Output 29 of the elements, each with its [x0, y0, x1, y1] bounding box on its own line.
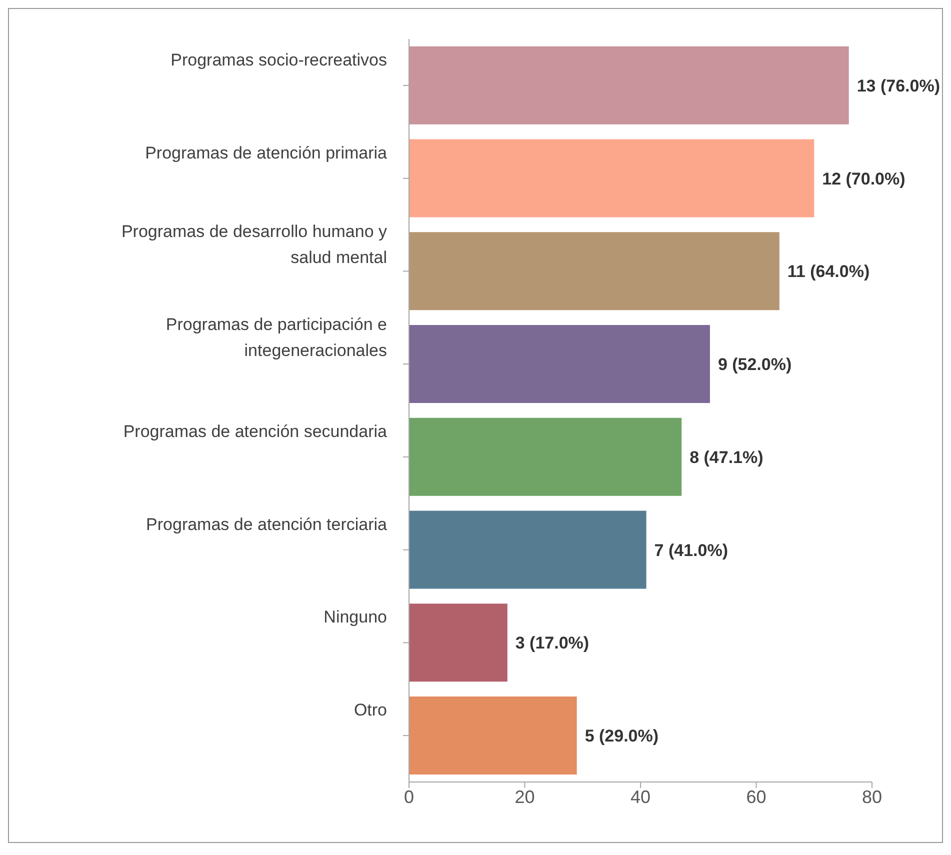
- data-label: 8 (47.1%): [690, 448, 764, 467]
- x-tick-label: 0: [404, 786, 414, 807]
- y-tick-label: Programas de participación e integeneracionales: [166, 315, 387, 360]
- data-label: 12 (70.0%): [822, 169, 906, 188]
- y-tick-label: Otro: [354, 700, 387, 720]
- data-label: 13 (76.0%): [856, 76, 940, 96]
- bar: [409, 232, 780, 310]
- data-label: 11 (64.0%): [787, 262, 870, 282]
- x-tick-label: 20: [514, 786, 535, 807]
- y-tick-label: Programas socio-recreativos: [170, 50, 387, 70]
- bar: [409, 325, 710, 404]
- data-label: 9 (52.0%): [718, 355, 792, 374]
- x-tick-label: 60: [746, 786, 766, 807]
- bar: [409, 46, 849, 124]
- bar: [409, 418, 682, 496]
- data-label: 3 (17.0%): [515, 634, 590, 653]
- y-tick-label: Programas de atención secundaria: [123, 422, 388, 441]
- bar: [409, 696, 577, 775]
- x-tick-label: 40: [630, 786, 651, 807]
- y-tick-label: Ninguno: [324, 608, 387, 627]
- bar: [409, 139, 814, 218]
- bar: [409, 604, 508, 682]
- data-label: 5 (29.0%): [584, 726, 659, 746]
- data-label: 7 (41.0%): [654, 540, 728, 560]
- y-tick-label: Programas de desarrollo humano y salud mental: [121, 222, 388, 268]
- bar: [409, 510, 646, 589]
- y-tick-label: Programas de atención primaria: [145, 143, 388, 162]
- x-tick-label: 80: [862, 786, 882, 807]
- y-tick-label: Programas de atención terciaria: [146, 514, 388, 534]
